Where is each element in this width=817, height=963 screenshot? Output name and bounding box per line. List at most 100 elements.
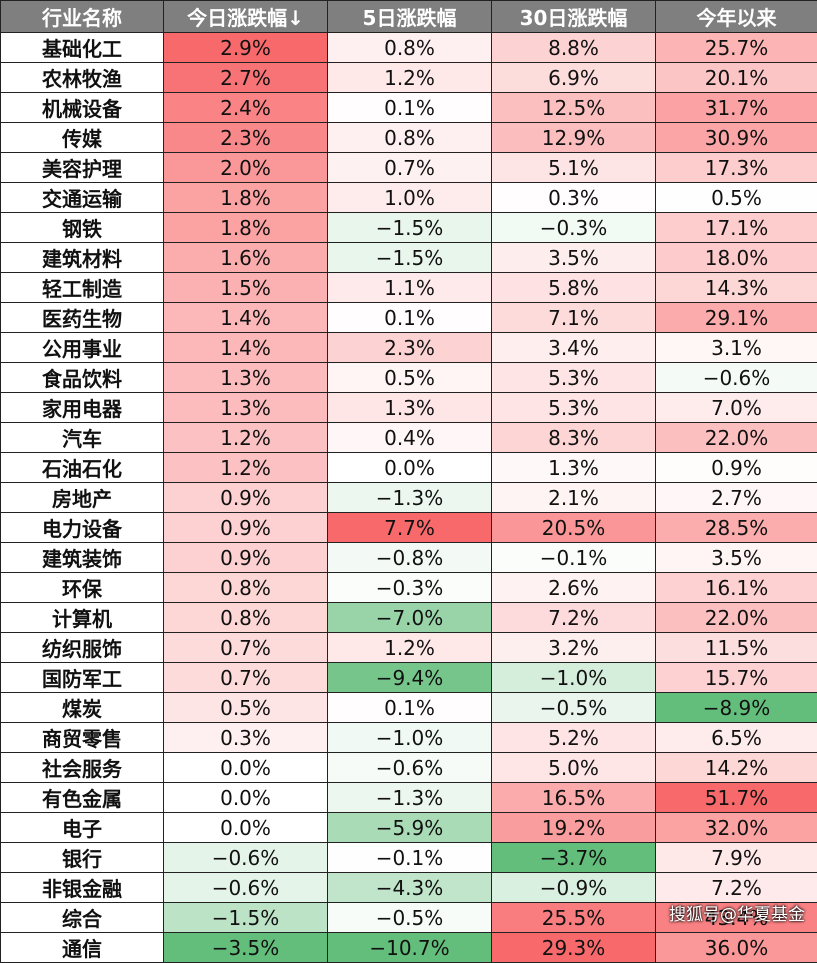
change-cell: 1.8% bbox=[164, 183, 328, 213]
change-cell: 36.0% bbox=[656, 933, 817, 963]
header-cell: 5日涨跌幅 bbox=[328, 1, 492, 33]
change-cell: 6.5% bbox=[656, 723, 817, 753]
industry-name: 家用电器 bbox=[1, 393, 164, 423]
change-cell: −8.9% bbox=[656, 693, 817, 723]
change-cell: 5.3% bbox=[492, 393, 656, 423]
change-cell: 0.4% bbox=[328, 423, 492, 453]
change-cell: 7.9% bbox=[656, 843, 817, 873]
header-cell: 今年以来 bbox=[656, 1, 817, 33]
change-cell: 51.7% bbox=[656, 783, 817, 813]
change-cell: 0.8% bbox=[164, 603, 328, 633]
industry-name: 公用事业 bbox=[1, 333, 164, 363]
change-cell: 1.2% bbox=[164, 423, 328, 453]
header-cell: 30日涨跌幅 bbox=[492, 1, 656, 33]
change-cell: 5.0% bbox=[492, 753, 656, 783]
watermark: 搜狐号@华夏基金 bbox=[669, 900, 805, 925]
change-cell: −3.5% bbox=[164, 933, 328, 963]
table-row: 银行−0.6%−0.1%−3.7%7.9% bbox=[1, 843, 817, 873]
change-cell: 7.7% bbox=[328, 513, 492, 543]
change-cell: 2.4% bbox=[164, 93, 328, 123]
industry-name: 轻工制造 bbox=[1, 273, 164, 303]
header-cell: 今日涨跌幅↓ bbox=[164, 1, 328, 33]
change-cell: 22.0% bbox=[656, 603, 817, 633]
change-cell: 0.3% bbox=[492, 183, 656, 213]
industry-name: 石油石化 bbox=[1, 453, 164, 483]
change-cell: 3.1% bbox=[656, 333, 817, 363]
change-cell: 15.7% bbox=[656, 663, 817, 693]
change-cell: −0.5% bbox=[328, 903, 492, 933]
change-cell: 0.9% bbox=[164, 513, 328, 543]
industry-name: 纺织服饰 bbox=[1, 633, 164, 663]
change-cell: 25.5% bbox=[492, 903, 656, 933]
industry-name: 电子 bbox=[1, 813, 164, 843]
change-cell: 0.1% bbox=[328, 303, 492, 333]
change-cell: 3.5% bbox=[656, 543, 817, 573]
change-cell: 1.2% bbox=[164, 453, 328, 483]
industry-name: 有色金属 bbox=[1, 783, 164, 813]
change-cell: −5.9% bbox=[328, 813, 492, 843]
change-cell: 1.5% bbox=[164, 273, 328, 303]
change-cell: 0.1% bbox=[328, 93, 492, 123]
change-cell: 0.1% bbox=[328, 693, 492, 723]
change-cell: −1.5% bbox=[164, 903, 328, 933]
change-cell: 8.8% bbox=[492, 33, 656, 63]
change-cell: 0.7% bbox=[328, 153, 492, 183]
change-cell: −7.0% bbox=[328, 603, 492, 633]
change-cell: 1.2% bbox=[328, 633, 492, 663]
change-cell: 3.4% bbox=[492, 333, 656, 363]
industry-name: 农林牧渔 bbox=[1, 63, 164, 93]
industry-name: 电力设备 bbox=[1, 513, 164, 543]
industry-name: 传媒 bbox=[1, 123, 164, 153]
change-cell: 2.1% bbox=[492, 483, 656, 513]
change-cell: −0.8% bbox=[328, 543, 492, 573]
change-cell: 2.7% bbox=[164, 63, 328, 93]
industry-name: 交通运输 bbox=[1, 183, 164, 213]
change-cell: 0.0% bbox=[328, 453, 492, 483]
change-cell: −0.6% bbox=[656, 363, 817, 393]
change-cell: 0.7% bbox=[164, 633, 328, 663]
change-cell: 5.3% bbox=[492, 363, 656, 393]
change-cell: 25.7% bbox=[656, 33, 817, 63]
change-cell: 17.3% bbox=[656, 153, 817, 183]
change-cell: 0.7% bbox=[164, 663, 328, 693]
change-cell: 1.1% bbox=[328, 273, 492, 303]
change-cell: −1.3% bbox=[328, 483, 492, 513]
change-cell: 17.1% bbox=[656, 213, 817, 243]
change-cell: 0.8% bbox=[328, 123, 492, 153]
industry-name: 房地产 bbox=[1, 483, 164, 513]
change-cell: 8.3% bbox=[492, 423, 656, 453]
change-cell: 16.5% bbox=[492, 783, 656, 813]
industry-name: 商贸零售 bbox=[1, 723, 164, 753]
change-cell: 2.6% bbox=[492, 573, 656, 603]
change-cell: −1.0% bbox=[328, 723, 492, 753]
industry-name: 计算机 bbox=[1, 603, 164, 633]
change-cell: 28.5% bbox=[656, 513, 817, 543]
change-cell: 1.3% bbox=[328, 393, 492, 423]
industry-name: 通信 bbox=[1, 933, 164, 963]
change-cell: 7.2% bbox=[492, 603, 656, 633]
change-cell: 11.5% bbox=[656, 633, 817, 663]
change-cell: 2.9% bbox=[164, 33, 328, 63]
change-cell: 0.9% bbox=[164, 483, 328, 513]
change-cell: 5.1% bbox=[492, 153, 656, 183]
change-cell: 14.2% bbox=[656, 753, 817, 783]
change-cell: −9.4% bbox=[328, 663, 492, 693]
industry-name: 社会服务 bbox=[1, 753, 164, 783]
change-cell: −3.7% bbox=[492, 843, 656, 873]
change-cell: 0.8% bbox=[164, 573, 328, 603]
change-cell: 29.3% bbox=[492, 933, 656, 963]
